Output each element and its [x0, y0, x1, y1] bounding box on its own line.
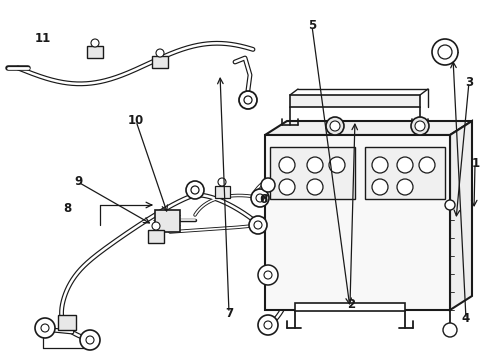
Bar [58, 315, 76, 330]
Circle shape [279, 157, 294, 173]
Text: 9: 9 [74, 175, 82, 188]
Circle shape [253, 221, 262, 229]
Polygon shape [264, 121, 471, 135]
Circle shape [325, 117, 343, 135]
Circle shape [418, 157, 434, 173]
Circle shape [185, 181, 203, 199]
Text: 8: 8 [63, 202, 71, 215]
Text: 11: 11 [35, 32, 51, 45]
Bar [264, 135, 449, 310]
Circle shape [444, 200, 454, 210]
Bar [269, 147, 354, 199]
Circle shape [152, 222, 160, 230]
Circle shape [244, 96, 251, 104]
Circle shape [442, 323, 456, 337]
Circle shape [437, 45, 451, 59]
Circle shape [248, 216, 266, 234]
Circle shape [410, 117, 428, 135]
Circle shape [431, 39, 457, 65]
Circle shape [329, 121, 339, 131]
Circle shape [264, 321, 271, 329]
Bar [289, 95, 419, 107]
Text: 2: 2 [346, 298, 354, 311]
Circle shape [41, 324, 49, 332]
Circle shape [396, 157, 412, 173]
Circle shape [371, 179, 387, 195]
Circle shape [258, 265, 278, 285]
Circle shape [396, 179, 412, 195]
Bar [148, 230, 163, 243]
Text: 10: 10 [127, 114, 144, 127]
Circle shape [191, 186, 199, 194]
Circle shape [250, 189, 268, 207]
Circle shape [258, 315, 278, 335]
Circle shape [256, 194, 264, 202]
Circle shape [414, 121, 424, 131]
Polygon shape [449, 121, 471, 310]
Text: 7: 7 [224, 307, 232, 320]
Circle shape [80, 330, 100, 350]
Circle shape [279, 179, 294, 195]
Circle shape [35, 318, 55, 338]
Circle shape [371, 157, 387, 173]
Text: 1: 1 [470, 157, 478, 170]
Text: 3: 3 [465, 76, 472, 89]
Text: 4: 4 [461, 312, 468, 325]
Bar [215, 186, 229, 198]
Circle shape [218, 178, 225, 186]
Circle shape [239, 91, 257, 109]
Circle shape [306, 157, 323, 173]
Circle shape [261, 178, 274, 192]
Circle shape [91, 39, 99, 47]
Circle shape [306, 179, 323, 195]
Bar [294, 303, 404, 311]
Bar [152, 56, 168, 68]
Text: 6: 6 [259, 193, 266, 206]
Circle shape [156, 49, 163, 57]
Bar [364, 147, 444, 199]
Circle shape [264, 271, 271, 279]
Text: 5: 5 [307, 19, 315, 32]
Circle shape [328, 157, 345, 173]
Circle shape [86, 336, 94, 344]
Bar [87, 46, 103, 58]
Bar [155, 210, 180, 232]
